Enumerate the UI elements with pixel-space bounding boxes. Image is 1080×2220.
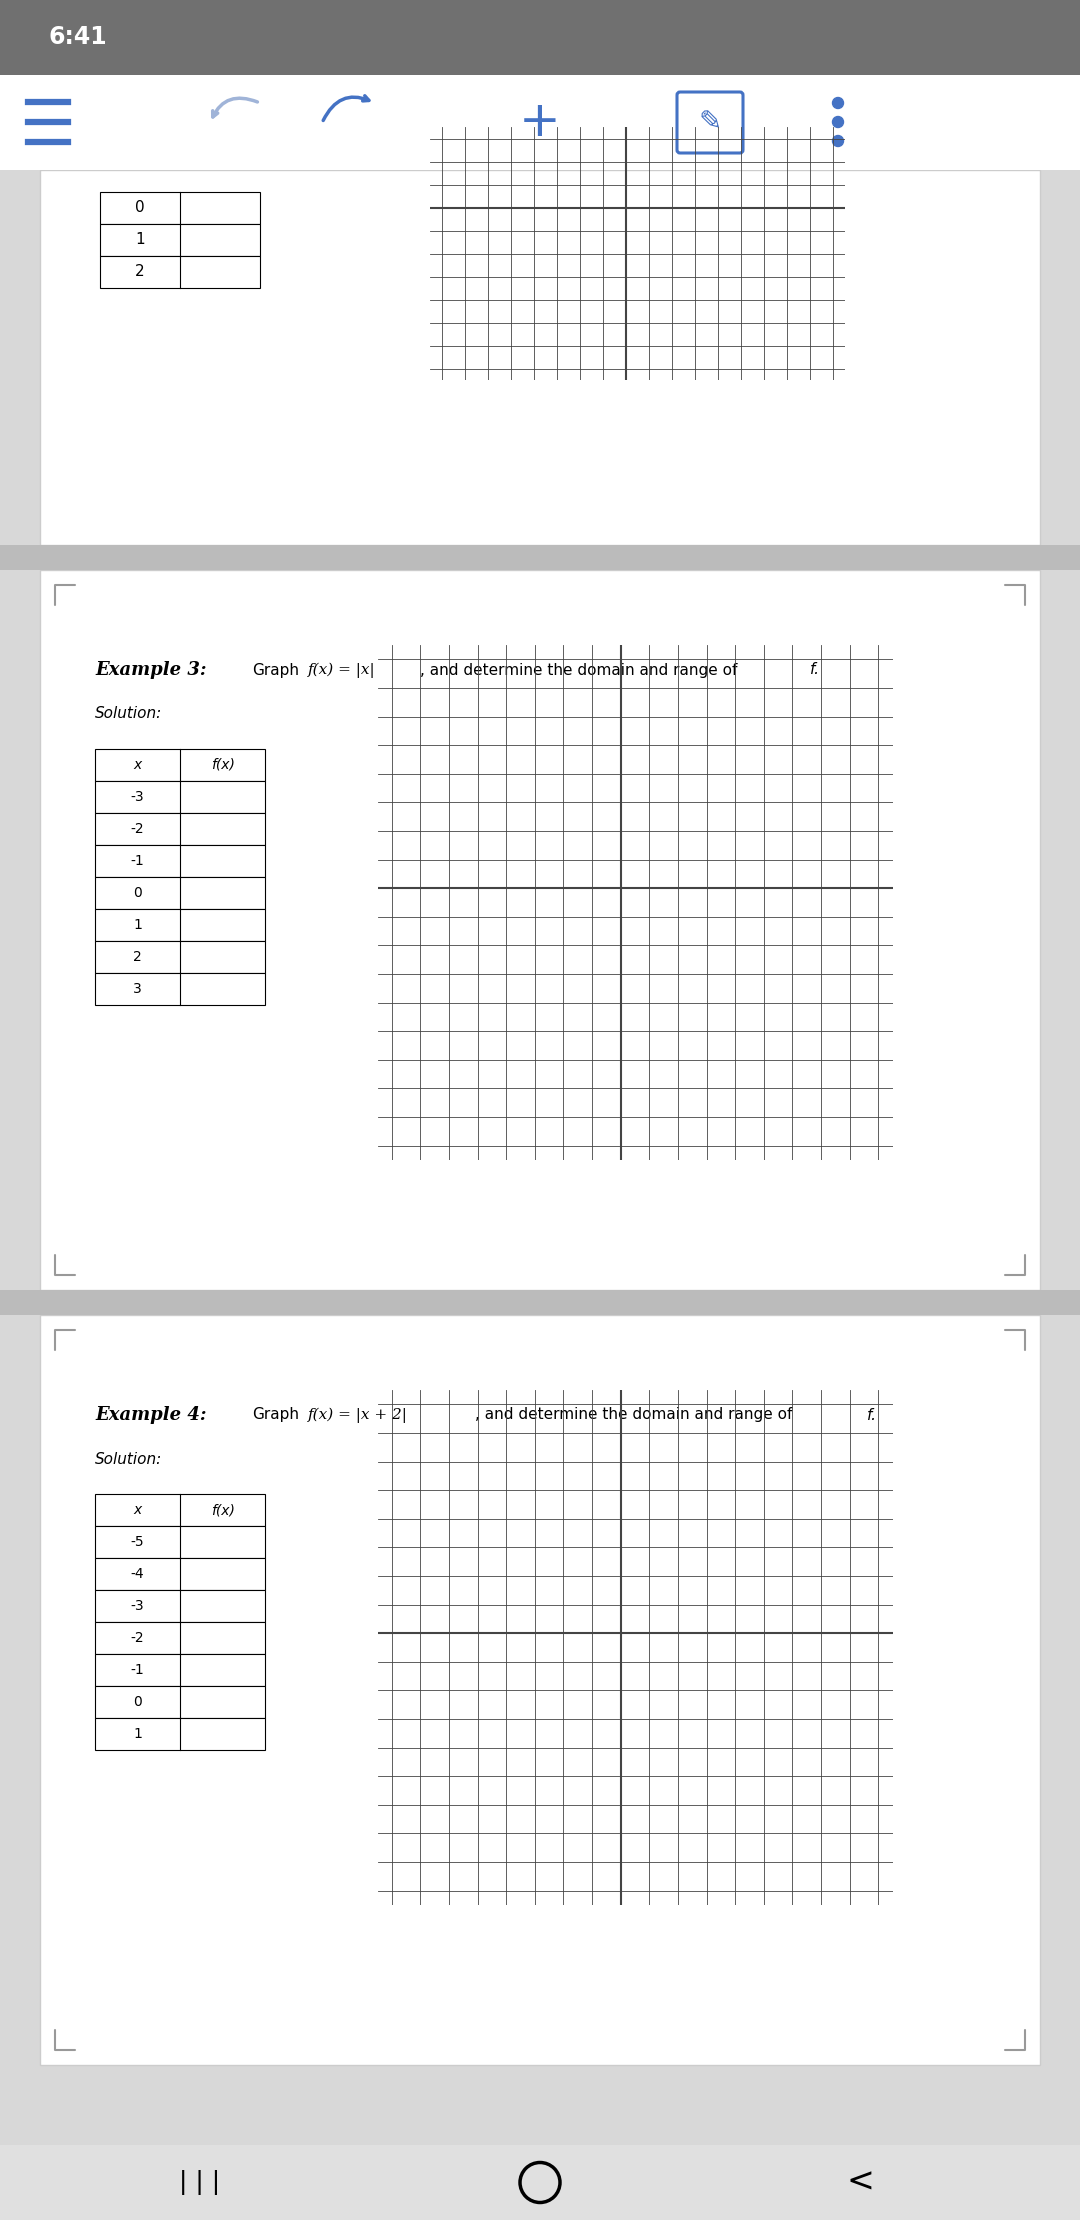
Text: -3: -3 xyxy=(131,1598,145,1614)
Bar xyxy=(0,1290,1080,1314)
FancyBboxPatch shape xyxy=(677,91,743,153)
Text: Example 4:: Example 4: xyxy=(95,1405,206,1423)
Text: <: < xyxy=(846,2167,874,2200)
Text: 0: 0 xyxy=(133,886,141,899)
Bar xyxy=(95,781,265,813)
Text: 6:41: 6:41 xyxy=(48,24,107,49)
Bar xyxy=(100,191,260,224)
Text: f(x): f(x) xyxy=(211,1503,234,1516)
Bar xyxy=(0,0,1080,75)
Bar xyxy=(95,748,265,781)
Bar xyxy=(95,813,265,846)
Bar xyxy=(95,1590,265,1623)
Bar xyxy=(95,846,265,877)
Text: 0: 0 xyxy=(135,200,145,215)
Text: , and determine the domain and range of: , and determine the domain and range of xyxy=(475,1407,793,1423)
Text: x: x xyxy=(133,757,141,773)
Text: 0: 0 xyxy=(133,1696,141,1709)
Text: | | |: | | | xyxy=(179,2169,220,2196)
Text: f.: f. xyxy=(867,1407,877,1423)
Bar xyxy=(95,1685,265,1718)
Text: f(x): f(x) xyxy=(211,757,234,773)
Text: , and determine the domain and range of: , and determine the domain and range of xyxy=(420,662,738,677)
Bar xyxy=(95,972,265,1006)
Bar xyxy=(0,75,1080,171)
Text: f(x) = |x|: f(x) = |x| xyxy=(308,662,376,677)
Text: -1: -1 xyxy=(131,855,145,868)
Bar xyxy=(95,1718,265,1749)
Text: f.: f. xyxy=(810,662,820,677)
Bar xyxy=(95,908,265,941)
Text: 1: 1 xyxy=(133,1727,141,1740)
Text: 1: 1 xyxy=(133,919,141,932)
Text: Solution:: Solution: xyxy=(95,706,162,722)
Bar xyxy=(95,1654,265,1685)
Text: -1: -1 xyxy=(131,1663,145,1676)
Circle shape xyxy=(833,135,843,147)
Text: Graph: Graph xyxy=(252,1407,299,1423)
Text: Graph: Graph xyxy=(252,662,299,677)
Bar xyxy=(95,1623,265,1654)
Text: -3: -3 xyxy=(131,790,145,804)
Bar xyxy=(95,1494,265,1525)
Bar xyxy=(0,2145,1080,2220)
Text: -5: -5 xyxy=(131,1534,145,1550)
Bar xyxy=(100,255,260,289)
Text: f(x) = |x + 2|: f(x) = |x + 2| xyxy=(308,1407,408,1423)
Bar xyxy=(95,877,265,908)
Bar xyxy=(40,171,1040,544)
Text: -4: -4 xyxy=(131,1567,145,1581)
Bar xyxy=(95,1558,265,1590)
Text: 2: 2 xyxy=(135,264,145,280)
Text: -2: -2 xyxy=(131,821,145,837)
Circle shape xyxy=(833,98,843,109)
Text: Example 3:: Example 3: xyxy=(95,662,206,679)
Text: -2: -2 xyxy=(131,1632,145,1645)
Bar xyxy=(95,1525,265,1558)
Text: x: x xyxy=(133,1503,141,1516)
Bar xyxy=(95,941,265,972)
Bar xyxy=(40,571,1040,1290)
Text: Solution:: Solution: xyxy=(95,1452,162,1467)
Text: 2: 2 xyxy=(133,950,141,963)
Text: 1: 1 xyxy=(135,233,145,246)
Circle shape xyxy=(833,115,843,127)
Text: ✎: ✎ xyxy=(699,109,721,135)
Bar xyxy=(0,544,1080,571)
Text: +: + xyxy=(519,98,561,147)
Text: 3: 3 xyxy=(133,981,141,997)
Bar xyxy=(40,1314,1040,2065)
Bar xyxy=(100,224,260,255)
